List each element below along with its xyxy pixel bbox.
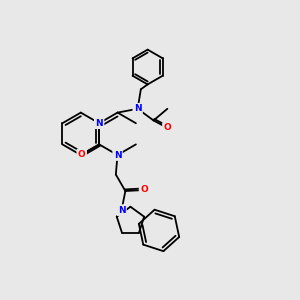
Text: N: N [114, 151, 121, 160]
Text: N: N [95, 119, 103, 128]
Text: N: N [134, 104, 142, 113]
Text: O: O [140, 185, 148, 194]
Text: O: O [164, 123, 171, 132]
Text: O: O [78, 150, 86, 159]
Text: N: N [118, 206, 125, 214]
